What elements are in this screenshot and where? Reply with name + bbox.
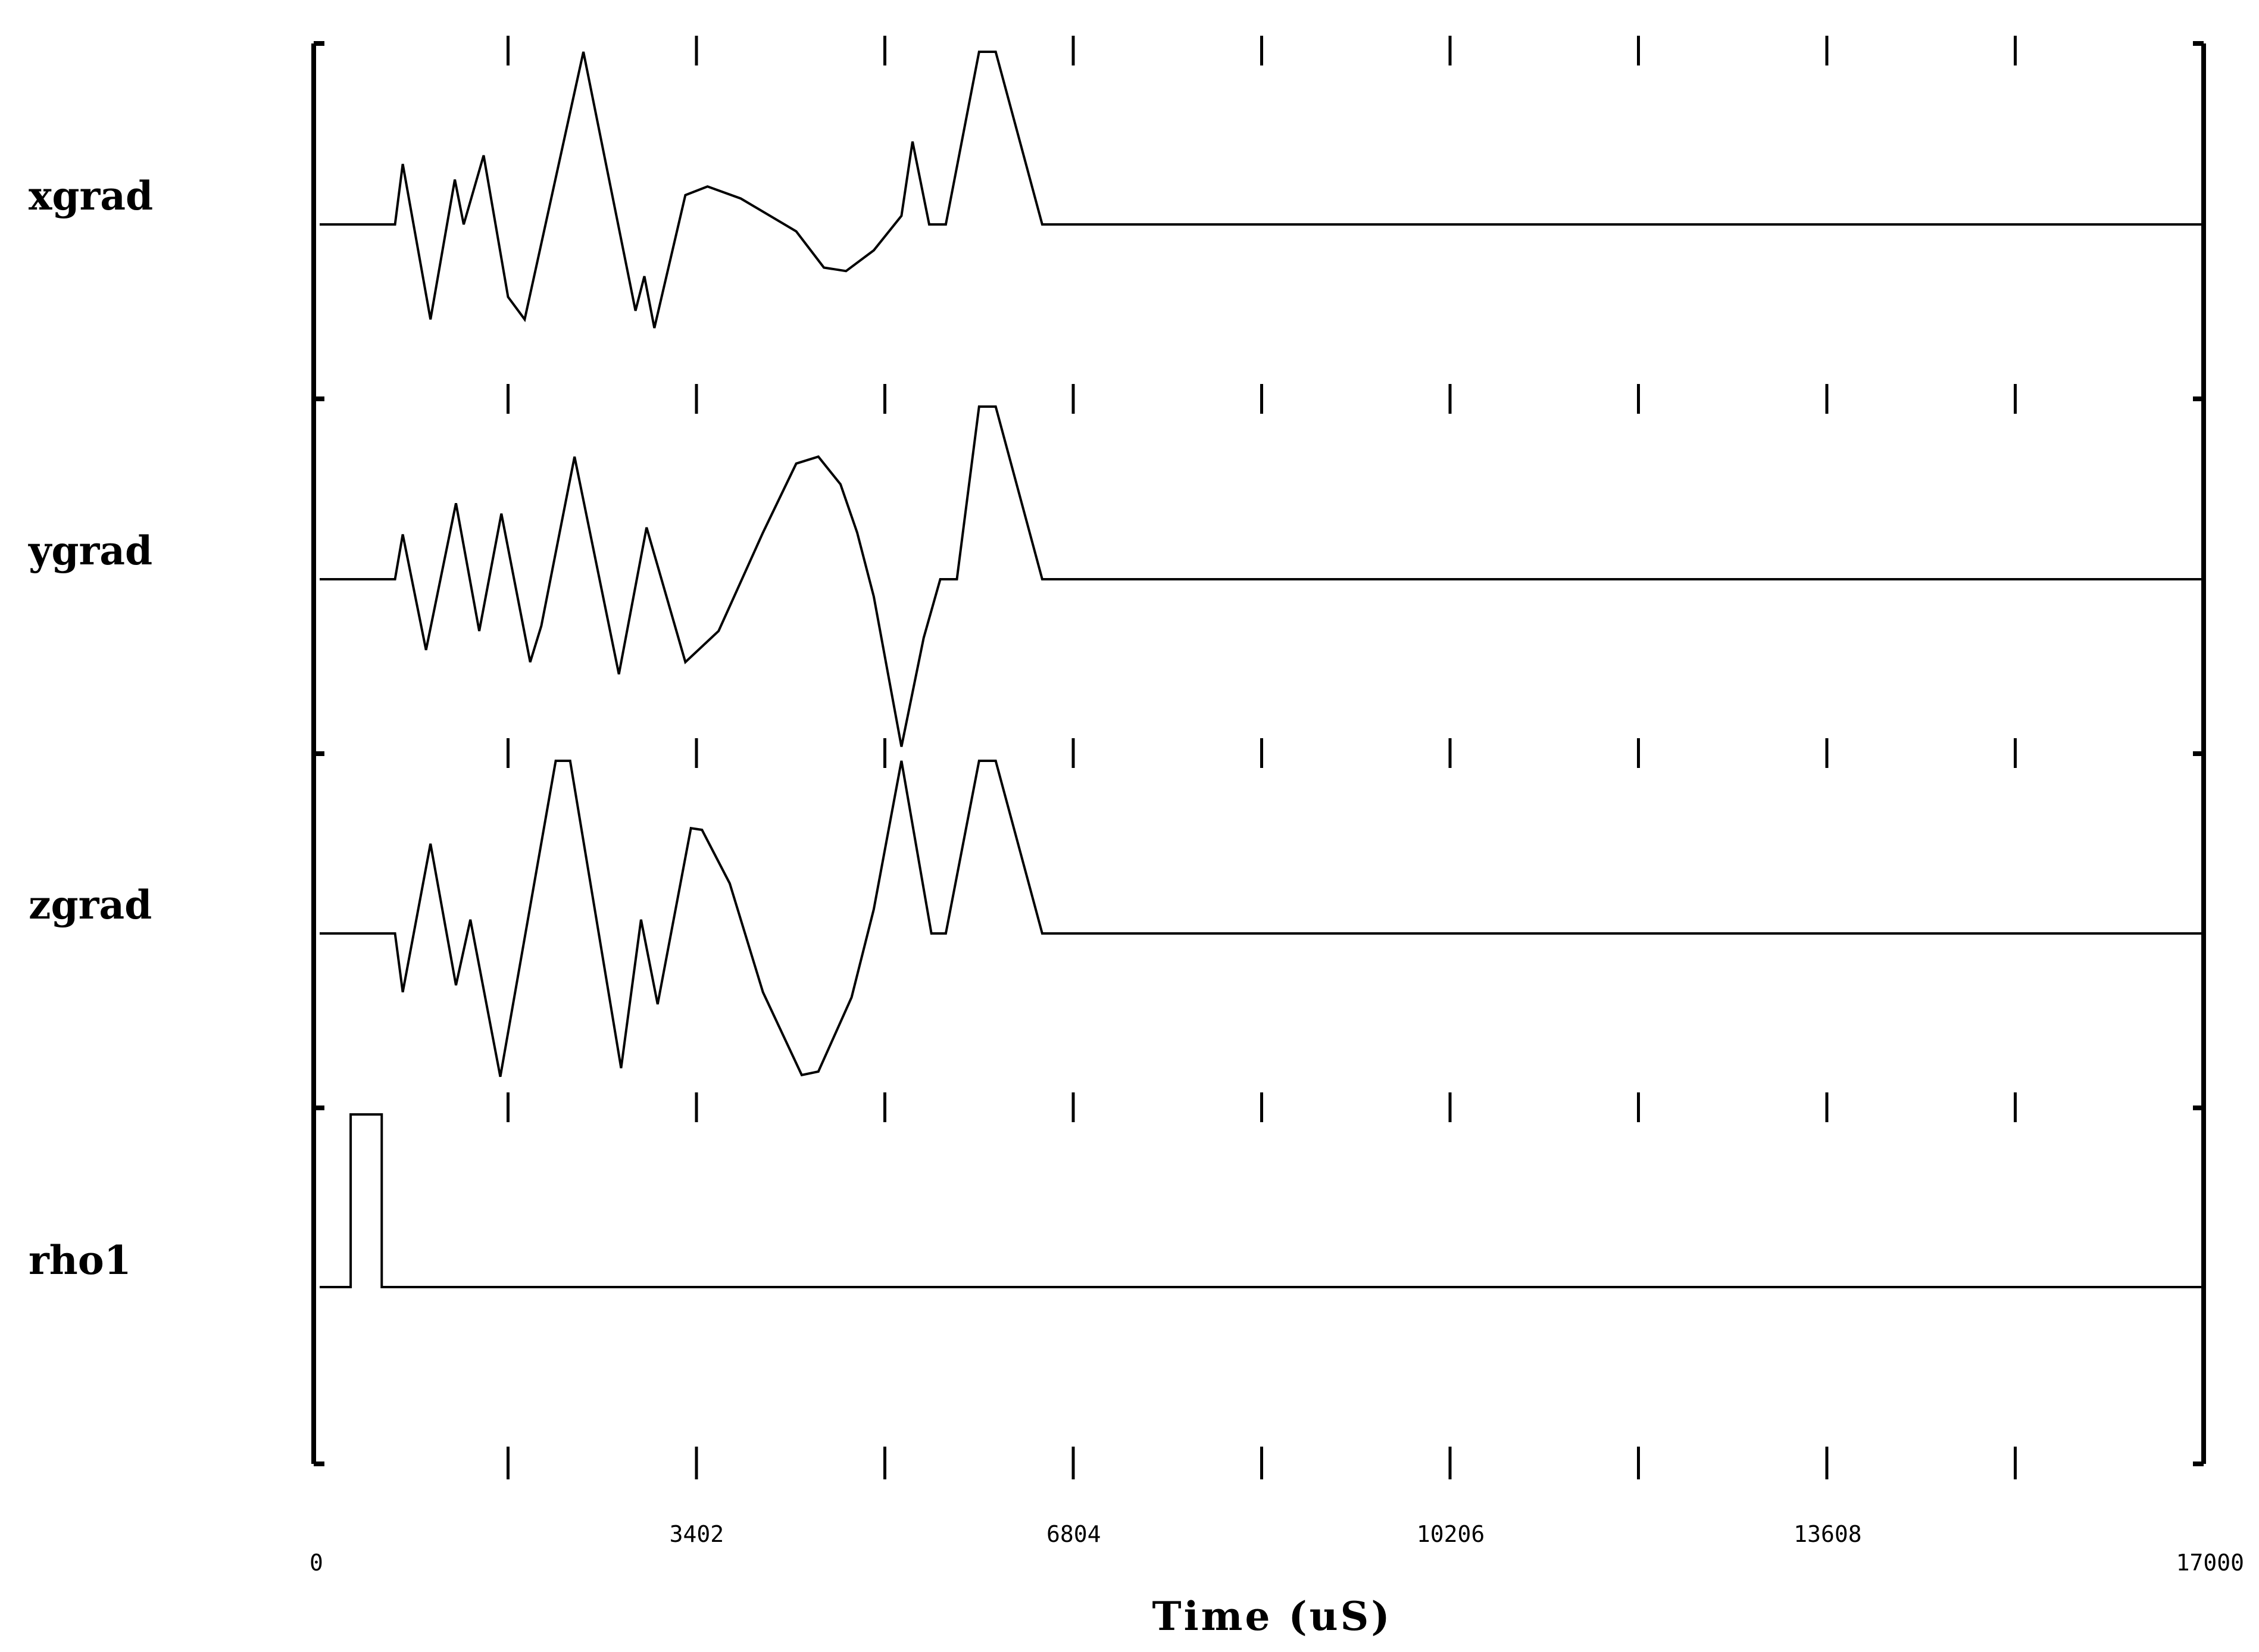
series-ygrad-line (320, 405, 2204, 747)
series-zgrad-label: zgrad (29, 882, 152, 928)
series-zgrad-line (320, 760, 2204, 1078)
series-ygrad-label: ygrad (28, 527, 152, 574)
x-axis-title: Time (uS) (1152, 1593, 1392, 1639)
x-tick-label-13608: 13608 (1794, 1521, 1861, 1547)
series-xgrad-label: xgrad (29, 173, 153, 219)
series-rho1-line (320, 1113, 2204, 1288)
series-layer (320, 51, 2204, 1288)
x-tick-label-3402: 3402 (670, 1521, 724, 1547)
series-xgrad-line (320, 51, 2204, 329)
minor-ticks (507, 36, 2017, 1479)
frame-nubs (314, 41, 2204, 1466)
x-tick-labels: 0 3402 6804 10206 13608 17000 (310, 1521, 2244, 1576)
x-tick-label-0: 0 (310, 1550, 323, 1576)
x-tick-label-6804: 6804 (1046, 1521, 1101, 1547)
series-labels: xgrad ygrad zgrad rho1 (28, 173, 153, 1283)
frame (311, 43, 2206, 1464)
x-tick-label-17000: 17000 (2176, 1550, 2244, 1576)
series-rho1-label: rho1 (29, 1237, 132, 1283)
x-tick-label-10206: 10206 (1417, 1521, 1485, 1547)
